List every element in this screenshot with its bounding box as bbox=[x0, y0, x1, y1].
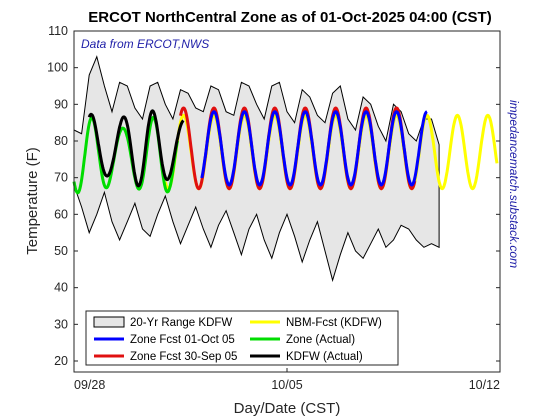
series-layer bbox=[72, 106, 499, 195]
legend-label: Zone (Actual) bbox=[286, 334, 355, 346]
x-axis-label: Day/Date (CST) bbox=[234, 400, 341, 417]
y-tick-label: 50 bbox=[54, 244, 68, 258]
legend-label: 20-Yr Range KDFW bbox=[130, 317, 232, 329]
x-tick-label: 10/12 bbox=[469, 378, 500, 392]
legend-label: KDFW (Actual) bbox=[286, 351, 363, 363]
legend-swatch bbox=[93, 316, 125, 328]
site-credit: impedancematch.substack.com bbox=[507, 100, 521, 268]
data-source-annotation: Data from ERCOT,NWS bbox=[81, 37, 209, 51]
range-band-layer bbox=[73, 55, 440, 283]
x-tick-label: 09/28 bbox=[74, 378, 105, 392]
legend: 20-Yr Range KDFW NBM-Fcst (KDFW) Zone Fcst… bbox=[85, 310, 399, 366]
y-axis-label: Temperature (F) bbox=[24, 147, 41, 255]
series-line-4 bbox=[87, 109, 185, 188]
series-line-0 bbox=[200, 110, 428, 187]
y-axis: 20 30 40 50 60 70 80 90 100 110 bbox=[47, 24, 500, 368]
y-tick-label: 110 bbox=[48, 24, 68, 38]
y-tick-label: 60 bbox=[54, 207, 68, 221]
y-tick-label: 100 bbox=[47, 61, 68, 75]
y-tick-label: 70 bbox=[54, 171, 68, 185]
y-tick-label: 90 bbox=[54, 97, 68, 111]
y-tick-label: 20 bbox=[54, 354, 68, 368]
legend-label: Zone Fcst 30-Sep 05 bbox=[130, 351, 237, 363]
y-tick-label: 30 bbox=[54, 317, 68, 331]
range-band bbox=[73, 55, 440, 283]
legend-box bbox=[85, 310, 399, 366]
legend-label: NBM-Fcst (KDFW) bbox=[286, 317, 382, 329]
chart-title: ERCOT NorthCentral Zone as of 01-Oct-202… bbox=[88, 9, 491, 26]
y-tick-label: 80 bbox=[54, 134, 68, 148]
legend-label: Zone Fcst 01-Oct 05 bbox=[130, 334, 235, 346]
x-tick-label: 10/05 bbox=[271, 378, 302, 392]
x-axis: 09/28 10/05 10/12 bbox=[73, 368, 501, 392]
y-tick-label: 40 bbox=[54, 281, 68, 295]
